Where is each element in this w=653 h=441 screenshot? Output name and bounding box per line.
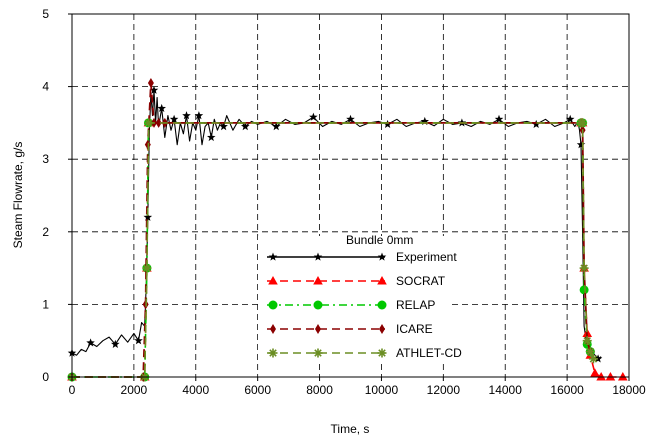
asterisk-stroke [144,119,153,127]
data-point [144,118,154,128]
data-point [596,372,606,381]
data-point [142,263,152,273]
legend-marker [313,276,323,285]
grid-lines [72,14,629,377]
asterisk-stroke [578,119,587,127]
legend-marker [270,324,276,334]
data-point [134,336,143,345]
asterisk-stroke [586,347,595,356]
x-tick-label: 18000 [612,383,646,397]
asterisk-stroke [269,349,277,357]
data-point [309,112,318,121]
x-tick-label: 8000 [306,383,333,397]
asterisk-stroke [378,349,386,357]
data-point [588,354,598,364]
data-point [579,285,589,295]
data-point [111,339,120,348]
data-point [420,116,429,126]
legend-label: ATHLET-CD [396,346,462,360]
data-point [618,372,628,381]
legend-marker [377,300,387,310]
asterisk-stroke [143,264,151,272]
legend-marker [268,276,278,285]
legend-item: ATHLET-CD [267,346,462,360]
data-point [494,114,504,123]
legend-label: RELAP [396,298,435,312]
y-tick-label: 5 [42,7,49,21]
data-point [219,122,228,131]
data-point [157,103,166,112]
legend-label: Experiment [396,250,457,264]
legend-marker [268,300,278,310]
data-point [143,212,153,221]
data-point [578,118,588,128]
asterisk-stroke [589,355,598,363]
data-point [590,368,600,377]
legend-marker [379,324,385,334]
data-point [346,114,355,123]
asterisk-stroke [580,264,588,272]
data-point [207,132,216,142]
plot-frame [71,13,630,378]
legend-label: SOCRAT [396,274,446,288]
x-tick-label: 12000 [427,383,461,397]
x-tick-label: 6000 [244,383,271,397]
data-point [531,119,541,128]
legend-marker [377,348,387,358]
data-point [593,354,603,363]
data-point [579,263,589,273]
x-tick-label: 14000 [489,383,523,397]
legend-title: Bundle 0mm [346,233,413,247]
y-tick-label: 1 [42,297,49,311]
legend-label: ICARE [396,322,433,336]
data-point [169,114,179,123]
legend-marker [377,252,387,261]
data-point [147,77,154,88]
data-point [149,85,159,94]
legend-marker [315,324,321,334]
legend-marker [268,252,278,261]
data-point [582,336,592,346]
data-point [194,111,204,120]
legend-items: Experiment SOCRAT RELAP ICARE ATHLET-CD [267,250,462,360]
data-point [155,117,162,128]
data-point [565,114,575,123]
legend-marker [268,348,278,358]
legend-item: ICARE [267,322,433,336]
asterisk-stroke [314,349,322,357]
legend-item: SOCRAT [267,274,446,288]
y-tick-label: 3 [42,152,49,166]
legend-item: RELAP [267,298,435,312]
data-point [86,338,95,347]
legend-marker [313,300,323,310]
axis-ticks: 0 2000 4000 6000 8000 10000 12000 14000 16000 180… [42,7,646,397]
legend: Bundle 0mm Experiment SOCRAT RELAP ICARE ATH… [258,233,462,364]
data-point [605,372,616,381]
y-axis-label: Steam Flowrate, g/s [11,142,25,249]
data-point [182,111,191,120]
data-point [383,119,392,128]
asterisk-stroke [583,336,591,345]
data-point [576,140,586,149]
x-axis-label: Time, s [331,422,370,436]
x-tick-label: 10000 [365,383,399,397]
y-tick-label: 4 [42,80,49,94]
x-tick-label: 2000 [121,383,148,397]
data-point [241,122,250,131]
y-tick-label: 0 [42,370,49,384]
legend-marker [377,276,387,285]
legend-marker [313,348,323,358]
y-tick-label: 2 [42,225,49,239]
x-tick-label: 4000 [182,383,209,397]
legend-marker [313,252,323,261]
data-point [272,122,281,131]
x-tick-label: 0 [69,383,76,397]
data-point [585,347,595,357]
legend-item: Experiment [267,250,457,264]
x-tick-label: 16000 [550,383,584,397]
